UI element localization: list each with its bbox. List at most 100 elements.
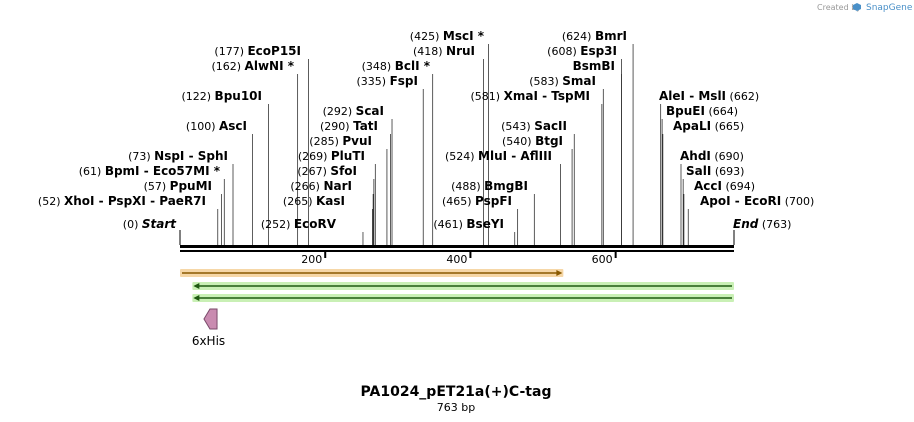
site-label-text: (461) BseYI [433, 217, 504, 231]
site-name2: MslI [698, 89, 726, 103]
feature-label-6xhis: 6xHis [192, 334, 225, 348]
sequence-length-label: 763 bp [437, 401, 475, 414]
site-label-bmri: (624) BmrI [562, 29, 627, 43]
site-position: (0) [123, 218, 142, 231]
site-label-sacii: (543) SacII [501, 119, 567, 133]
site-label-apali: ApaLI (665) [673, 119, 744, 133]
site-label-start: (0) Start [123, 217, 177, 231]
site-label-msci: (425) MscI * [410, 29, 485, 43]
site-position: (61) [79, 165, 105, 178]
site-name: AleI [659, 89, 685, 103]
site-label-bpmi: (61) BpmI - Eco57MI * [79, 164, 221, 178]
site-name: PpuMI [170, 179, 212, 193]
site-name: FspI [390, 74, 418, 88]
arrow-right-icon [556, 270, 563, 276]
site-position: (465) [442, 195, 475, 208]
site-label-esp3i: (608) Esp3I [547, 44, 617, 58]
site-position: (265) [283, 195, 316, 208]
site-label-bpuei: BpuEI (664) [666, 104, 738, 118]
site-label-nari: (266) NarI [290, 179, 352, 193]
site-position: (488) [451, 180, 484, 193]
site-name: SalI [686, 164, 711, 178]
site-position: (763) [758, 218, 791, 231]
site-label-text: (608) Esp3I [547, 44, 617, 58]
site-name: PluTI [331, 149, 365, 163]
credit-prefix: Created by [817, 3, 861, 12]
site-name: AccI [694, 179, 722, 193]
site-name: TatI [353, 119, 378, 133]
site-name: BmgBI [484, 179, 528, 193]
site-position: (267) [297, 165, 330, 178]
site-name: MscI * [443, 29, 485, 43]
site-name: End [733, 217, 759, 231]
site-position: (335) [357, 75, 390, 88]
site-label-ppumi: (57) PpuMI [144, 179, 212, 193]
sequence-title: PA1024_pET21a(+)C-tag [361, 384, 552, 400]
site-label-text: (73) NspI - SphI [128, 149, 228, 163]
site-name: SmaI [562, 74, 596, 88]
site-name: KasI [316, 194, 345, 208]
site-name: XmaI [504, 89, 538, 103]
site-separator: - [685, 89, 698, 103]
site-position: (52) [38, 195, 64, 208]
site-label-text: (335) FspI [357, 74, 418, 88]
site-separator: - [507, 149, 520, 163]
site-name2: SphI [198, 149, 228, 163]
site-position: (540) [502, 135, 535, 148]
site-position: (290) [320, 120, 353, 133]
site-name: BpmI [105, 164, 140, 178]
credit-brand: SnapGene [866, 3, 913, 13]
site-label-xhoi: (52) XhoI - PspXI - PaeR7I [38, 194, 206, 208]
site-label-text: (348) BclI * [362, 59, 431, 73]
site-name: EcoRV [294, 217, 337, 231]
site-label-text: (267) SfoI [297, 164, 357, 178]
site-position: (524) [445, 150, 478, 163]
site-name: SfoI [330, 164, 357, 178]
site-label-xmai: (581) XmaI - TspMI [471, 89, 590, 103]
site-label-text: AleI - MslI (662) [659, 89, 759, 103]
site-label-asci: (100) AscI [186, 119, 247, 133]
site-position: (690) [711, 150, 744, 163]
site-label-text: (292) ScaI [323, 104, 384, 118]
site-label-text: End (763) [733, 217, 791, 231]
site-label-fspi: (335) FspI [357, 74, 418, 88]
site-name: EcoP15I [247, 44, 301, 58]
site-position: (583) [529, 75, 562, 88]
site-label-text: (581) XmaI - TspMI [471, 89, 590, 103]
site-label-text: (488) BmgBI [451, 179, 528, 193]
site-position: (100) [186, 120, 219, 133]
site-label-nspi: (73) NspI - SphI [128, 149, 228, 163]
site-label-text: (540) BtgI [502, 134, 563, 148]
site-label-text: (61) BpmI - Eco57MI * [79, 164, 221, 178]
site-name: BsmBI [573, 59, 615, 73]
site-label-bmgbi: (488) BmgBI [451, 179, 528, 193]
site-label-text: (465) PspFI [442, 194, 512, 208]
site-label-scai: (292) ScaI [323, 104, 384, 118]
site-name: BtgI [535, 134, 563, 148]
site-label-text: BpuEI (664) [666, 104, 738, 118]
site-name: BpuEI [666, 104, 705, 118]
arrow-left-icon [193, 295, 200, 301]
site-label-text: (252) EcoRV [261, 217, 337, 231]
site-label-text: (177) EcoP15I [214, 44, 301, 58]
cut-site-lines [179, 44, 735, 245]
site-label-ecorv: (252) EcoRV [261, 217, 337, 231]
site-name: AlwNI * [245, 59, 295, 73]
site-name: XhoI [64, 194, 95, 208]
site-separator: - [538, 89, 551, 103]
site-name3: PaeR7I [159, 194, 206, 208]
site-name: ScaI [356, 104, 384, 118]
site-name: MluI [478, 149, 507, 163]
snapgene-logo-icon [853, 3, 861, 11]
site-name: Bpu10I [215, 89, 262, 103]
site-name: AhdI [680, 149, 711, 163]
site-separator: - [184, 149, 197, 163]
site-position: (700) [781, 195, 814, 208]
site-label-text: (265) KasI [283, 194, 345, 208]
site-label-mlui: (524) MluI - AflIII [445, 149, 552, 163]
site-name: BmrI [595, 29, 627, 43]
site-label-text: (285) PvuI [309, 134, 372, 148]
site-position: (461) [433, 218, 466, 231]
site-position: (608) [547, 45, 580, 58]
